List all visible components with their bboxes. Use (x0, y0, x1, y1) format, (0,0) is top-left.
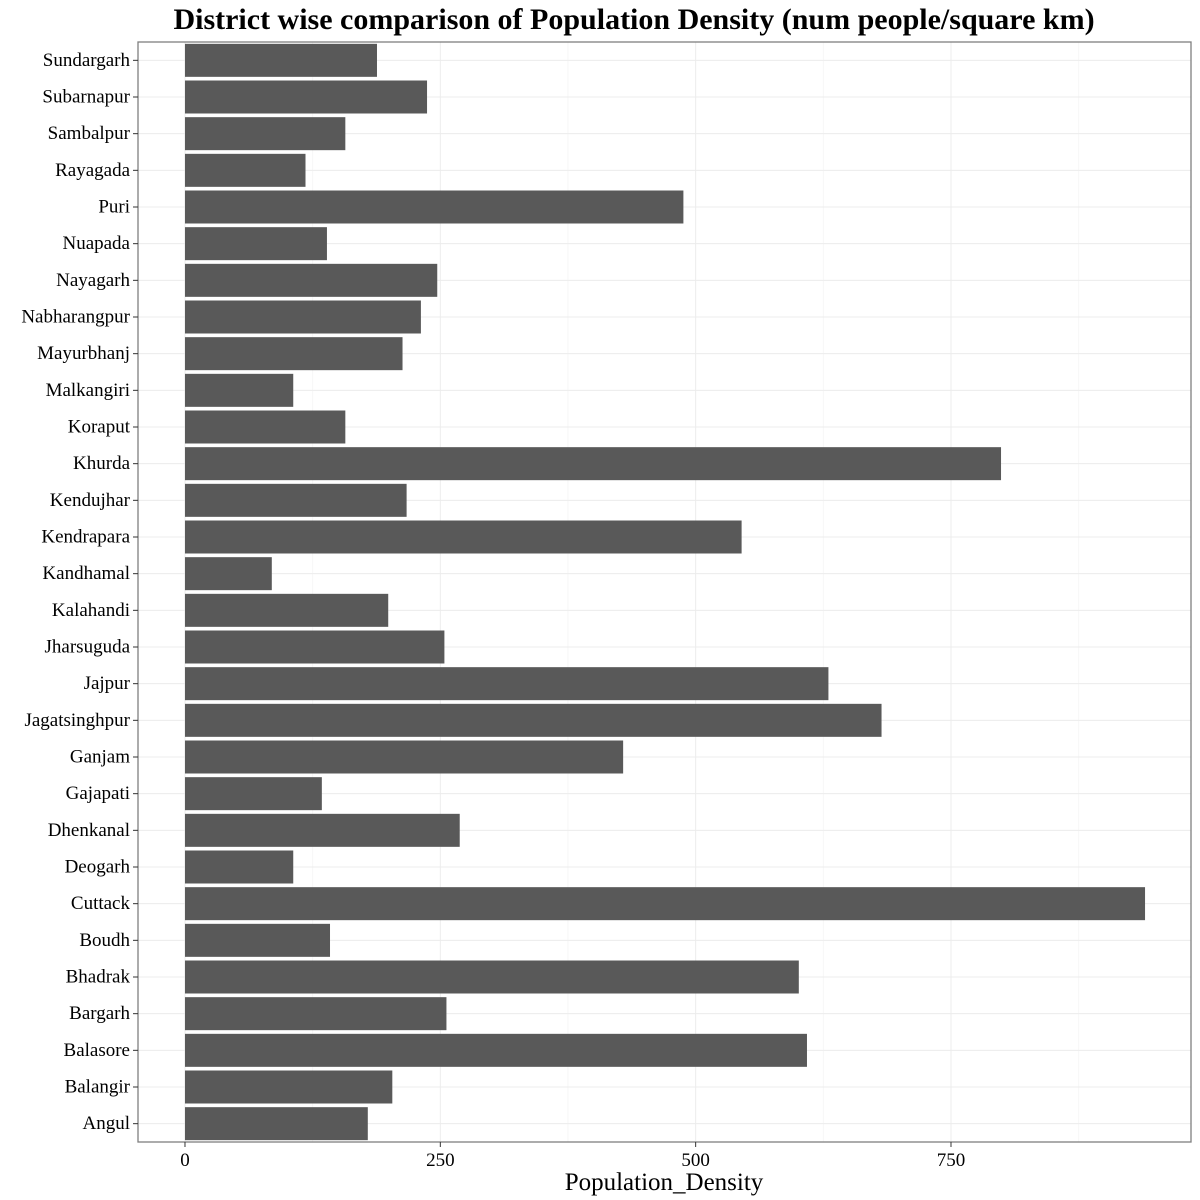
bar-cuttack (184, 887, 1146, 921)
bar-kalahandi (184, 593, 389, 627)
y-tick-label: Bhadrak (66, 967, 131, 988)
bar-sambalpur (184, 117, 346, 151)
x-axis-title: Population_Density (565, 1169, 764, 1196)
y-tick-label: Kendujhar (50, 490, 131, 511)
y-tick-label: Deogarh (65, 857, 131, 878)
y-tick-label: Balangir (65, 1077, 131, 1098)
chart-title: District wise comparison of Population D… (173, 3, 1094, 36)
bar-bhadrak (184, 960, 799, 994)
y-tick-label: Rayagada (55, 160, 130, 181)
bar-sundargarh (184, 43, 377, 77)
bar-bargarh (184, 997, 447, 1031)
bar-malkangiri (184, 373, 294, 407)
bar-koraput (184, 410, 346, 444)
y-tick-label: Sundargarh (43, 50, 131, 71)
y-tick-label: Kandhamal (42, 563, 130, 584)
y-tick-label: Balasore (64, 1040, 130, 1061)
y-axis: Angul Balangir Balasore Bargarh Bhadrak Boudh… (21, 50, 138, 1134)
bar-dhenkanal (184, 813, 460, 847)
y-tick-label: Nayagarh (56, 270, 130, 291)
y-tick-label: Ganjam (70, 747, 130, 768)
y-tick-label: Nabharangpur (21, 307, 130, 328)
y-tick-label: Cuttack (71, 893, 131, 914)
y-tick-label: Dhenkanal (48, 820, 130, 841)
y-tick-label: Kalahandi (52, 600, 130, 621)
bar-jharsuguda (184, 630, 445, 664)
bars (184, 43, 1146, 1141)
bar-puri (184, 190, 684, 224)
x-tick-label: 250 (426, 1150, 455, 1171)
y-tick-label: Kendrapara (41, 527, 130, 548)
bar-rayagada (184, 153, 306, 187)
y-tick-label: Mayurbhanj (37, 343, 130, 364)
x-tick-label: 500 (681, 1150, 710, 1171)
bar-nabharangpur (184, 300, 421, 334)
y-tick-label: Sambalpur (48, 123, 131, 144)
bar-jajpur (184, 667, 829, 701)
bar-nayagarh (184, 263, 438, 297)
y-tick-label: Jharsuguda (45, 637, 131, 658)
y-tick-label: Gajapati (66, 783, 130, 804)
y-tick-label: Nuapada (62, 233, 130, 254)
bar-boudh (184, 923, 331, 957)
bar-kandhamal (184, 557, 272, 591)
y-tick-label: Bargarh (69, 1003, 130, 1024)
bar-gajapati (184, 777, 322, 811)
y-tick-label: Boudh (79, 930, 130, 951)
plot-panel (138, 42, 1191, 1142)
plot-border (137, 41, 1192, 1143)
bar-ganjam (184, 740, 624, 774)
y-tick-label: Koraput (68, 417, 131, 438)
y-tick-label: Subarnapur (42, 87, 130, 108)
bar-balangir (184, 1070, 393, 1104)
bar-kendujhar (184, 483, 407, 517)
bar-nuapada (184, 227, 327, 261)
bar-kendrapara (184, 520, 742, 554)
y-tick-label: Puri (98, 197, 130, 218)
bar-angul (184, 1107, 368, 1141)
y-tick-label: Malkangiri (46, 380, 130, 401)
y-tick-label: Khurda (73, 453, 131, 474)
bar-balasore (184, 1033, 807, 1067)
bar-subarnapur (184, 80, 428, 114)
x-tick-label: 0 (180, 1150, 190, 1171)
x-tick-label: 750 (937, 1150, 966, 1171)
y-tick-label: Jajpur (84, 673, 131, 694)
bar-jagatsinghpur (184, 703, 882, 737)
y-tick-label: Jagatsinghpur (24, 710, 130, 731)
bar-khurda (184, 447, 1002, 481)
x-axis: 0 250 500 750 (180, 1142, 965, 1171)
bar-mayurbhanj (184, 337, 403, 371)
bar-deogarh (184, 850, 294, 884)
y-tick-label: Angul (83, 1113, 131, 1134)
